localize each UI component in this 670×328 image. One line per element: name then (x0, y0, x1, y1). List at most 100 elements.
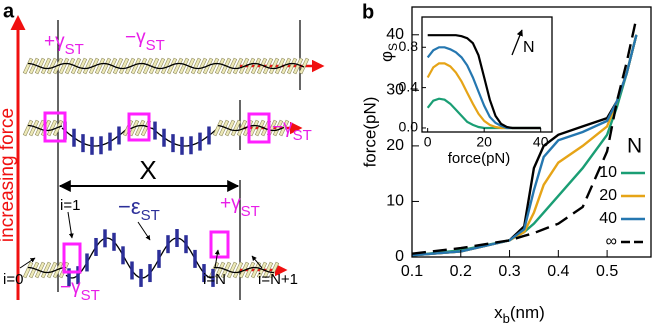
boundary-box (209, 230, 230, 259)
y-tick-label: 40 (386, 26, 404, 43)
coil (118, 57, 130, 75)
coil (254, 119, 266, 137)
label-sub: ST (241, 203, 260, 220)
label-sub: b (503, 311, 510, 326)
coil (22, 119, 34, 137)
coil (64, 57, 76, 75)
label-sub: S (386, 43, 400, 51)
y-tick-label: 0 (395, 248, 404, 265)
label-main: +γ (44, 31, 65, 52)
coil (154, 57, 166, 75)
coil (272, 119, 284, 137)
x-axis-label: force(pN) (448, 150, 511, 167)
plot-frame (421, 16, 553, 133)
coil (136, 57, 148, 75)
coil (34, 57, 46, 75)
coil (226, 261, 238, 279)
coil (262, 57, 274, 75)
backbone (27, 62, 305, 70)
label-sub: ST (141, 207, 160, 224)
annotation-arrow (511, 29, 523, 56)
series-line (427, 34, 541, 130)
plot-frame (411, 6, 652, 258)
coil (212, 119, 224, 137)
coil (112, 57, 124, 75)
y-tick-label: 0.4 (399, 78, 419, 94)
boundary-box (62, 242, 82, 274)
coil (148, 57, 160, 75)
legend-label: 20 (599, 187, 617, 204)
coil (28, 57, 40, 75)
energy-label: +γST (44, 31, 84, 58)
panel-label: b (362, 1, 374, 23)
force-label: increasing force (0, 108, 18, 242)
label-sub: ST (146, 37, 165, 54)
y-axis-label: φS (377, 43, 400, 62)
distance-label: X (139, 155, 156, 185)
backbone (213, 266, 275, 274)
backbone (27, 266, 67, 274)
coil (40, 261, 52, 279)
coil (286, 57, 298, 75)
label-main: −γ (272, 117, 293, 138)
energy-label: −γST (272, 117, 312, 144)
y-tick-label: 0.8 (399, 38, 419, 54)
coil (34, 119, 46, 137)
legend-label: 10 (599, 164, 617, 181)
coil (82, 57, 94, 75)
coil (22, 261, 34, 279)
coil (22, 57, 34, 75)
label-sub: ST (293, 127, 312, 144)
coil (172, 57, 184, 75)
label-main: x (494, 303, 503, 322)
label-sub: ST (65, 41, 84, 58)
energy-label: −γST (60, 277, 100, 304)
index-label: i=1 (60, 197, 80, 214)
energy-label: −γST (125, 27, 165, 54)
coil (226, 57, 238, 75)
coil (218, 119, 230, 137)
coil (262, 261, 274, 279)
coil (244, 261, 256, 279)
chains (22, 57, 325, 287)
label-main: (nm) (510, 303, 545, 322)
label-main: +γ (220, 193, 241, 214)
pointer-lines (19, 211, 263, 269)
legend-title: N (627, 135, 642, 158)
series-line (426, 62, 541, 130)
x-axis-label: xb(nm) (494, 303, 545, 326)
coil (230, 119, 242, 137)
energy-labels: +γST −γST −γST +γST −εST −γST (44, 27, 312, 304)
y-tick-label: 20 (386, 137, 404, 154)
diagram: a increasing force X +γST −γST −γST +γST… (0, 0, 325, 304)
coil (178, 57, 190, 75)
energy-label: +γST (220, 193, 260, 220)
x-tick-label: 0.3 (498, 263, 520, 280)
coil (134, 119, 146, 137)
label-main: −γ (125, 27, 146, 48)
label-main: −ε (118, 194, 141, 219)
series-line (412, 17, 638, 255)
coil (248, 119, 260, 137)
x-tick-label: 20 (476, 134, 492, 150)
legend-label: ∞ (606, 233, 617, 250)
index-label: i=N (203, 271, 226, 288)
plots: 0.1 0.2 0.3 0.4 0.5010203040bforce(pN)xb(nm)… (360, 1, 652, 326)
coil (250, 261, 262, 279)
coil (208, 57, 220, 75)
energy-label: −εST (118, 194, 160, 224)
coil (224, 119, 236, 137)
label-sub: ST (81, 287, 100, 304)
x-tick-label: 40 (533, 134, 549, 150)
coil (244, 57, 256, 75)
x-tick-label: 0.1 (401, 263, 423, 280)
coil (28, 261, 40, 279)
x-tick-label: 0 (424, 134, 432, 150)
coil (298, 57, 310, 75)
y-tick-label: 30 (386, 82, 404, 99)
y-tick-label: 10 (386, 193, 404, 210)
y-tick-label: 0.0 (399, 119, 419, 135)
legend-label: 40 (599, 210, 617, 227)
index-label: i=0 (3, 271, 23, 288)
